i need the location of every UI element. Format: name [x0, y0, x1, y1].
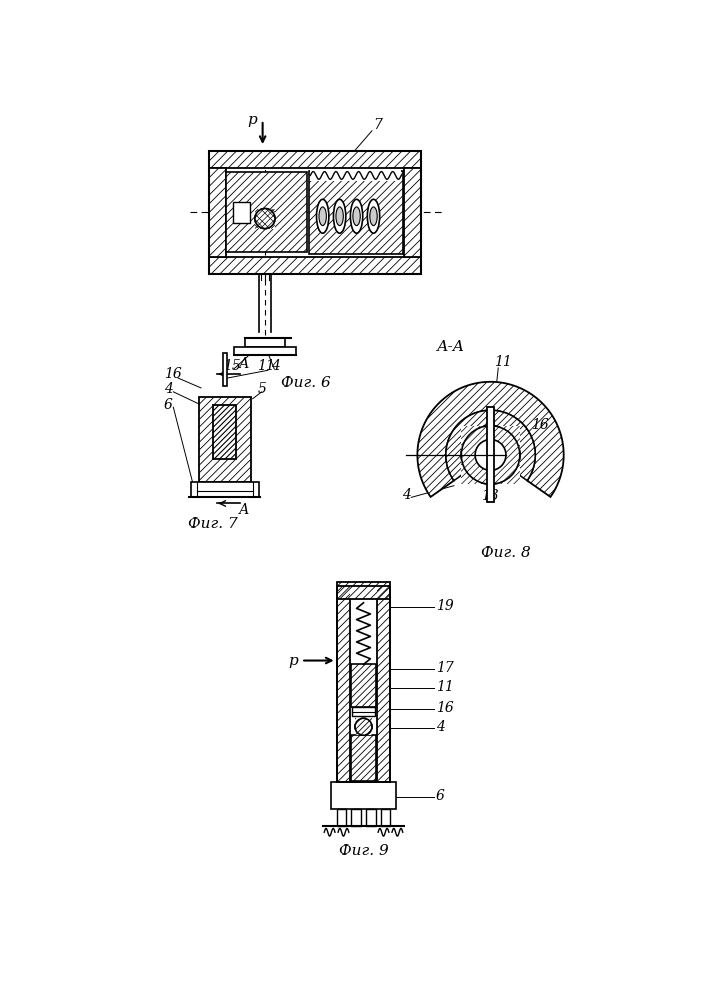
- Bar: [209, 151, 421, 274]
- Text: 16: 16: [436, 701, 454, 715]
- Bar: [245, 338, 285, 347]
- Circle shape: [255, 209, 275, 229]
- Bar: [366, 809, 375, 826]
- Bar: [310, 170, 402, 181]
- Polygon shape: [446, 410, 535, 481]
- Ellipse shape: [370, 207, 378, 226]
- Polygon shape: [209, 168, 226, 257]
- Polygon shape: [209, 151, 421, 168]
- Text: 11: 11: [494, 355, 512, 369]
- Text: Фиг. 6: Фиг. 6: [281, 376, 331, 390]
- Circle shape: [475, 440, 506, 470]
- Text: 16: 16: [531, 418, 549, 432]
- Polygon shape: [209, 257, 421, 274]
- Text: 4: 4: [271, 359, 280, 373]
- Text: 11: 11: [436, 680, 454, 694]
- Text: 5: 5: [257, 382, 266, 396]
- Ellipse shape: [353, 207, 361, 226]
- Polygon shape: [404, 168, 421, 257]
- Text: А: А: [239, 503, 250, 517]
- Polygon shape: [355, 718, 372, 735]
- Ellipse shape: [368, 199, 380, 233]
- Bar: [337, 809, 346, 826]
- Text: р: р: [288, 654, 298, 668]
- Ellipse shape: [319, 207, 327, 226]
- Polygon shape: [309, 171, 403, 254]
- Bar: [351, 809, 361, 826]
- Bar: [223, 353, 227, 386]
- Polygon shape: [214, 405, 236, 459]
- Text: 11: 11: [257, 359, 275, 373]
- Polygon shape: [461, 426, 520, 484]
- Text: 7: 7: [373, 118, 382, 132]
- Polygon shape: [377, 586, 390, 782]
- Bar: [233, 202, 250, 223]
- Text: Фиг. 9: Фиг. 9: [339, 844, 388, 858]
- Bar: [487, 407, 493, 502]
- Polygon shape: [255, 209, 275, 229]
- Text: Фиг. 8: Фиг. 8: [481, 546, 531, 560]
- Polygon shape: [337, 586, 351, 782]
- Text: 19: 19: [436, 599, 454, 613]
- Ellipse shape: [334, 199, 346, 233]
- Text: 17: 17: [436, 661, 454, 675]
- Bar: [234, 347, 296, 355]
- Circle shape: [461, 426, 520, 484]
- Polygon shape: [226, 172, 308, 252]
- Bar: [226, 168, 404, 257]
- Text: 6: 6: [436, 789, 445, 803]
- Bar: [191, 482, 259, 497]
- Polygon shape: [351, 664, 376, 707]
- Text: 4: 4: [402, 488, 411, 502]
- Polygon shape: [351, 735, 376, 781]
- Polygon shape: [417, 382, 563, 497]
- Ellipse shape: [317, 199, 329, 233]
- Polygon shape: [337, 582, 390, 599]
- Text: Фиг. 7: Фиг. 7: [189, 517, 238, 531]
- Text: р: р: [247, 113, 257, 127]
- Text: 6: 6: [164, 398, 173, 412]
- Bar: [381, 809, 390, 826]
- Bar: [352, 707, 375, 716]
- Text: 15: 15: [223, 359, 240, 373]
- Text: 16: 16: [164, 367, 182, 381]
- Ellipse shape: [351, 199, 363, 233]
- Polygon shape: [199, 397, 251, 482]
- Text: 13: 13: [481, 489, 499, 503]
- Circle shape: [355, 718, 372, 735]
- Text: А: А: [239, 357, 250, 371]
- Text: 4: 4: [436, 720, 445, 734]
- Text: А-А: А-А: [437, 340, 464, 354]
- Bar: [331, 782, 396, 809]
- Bar: [351, 599, 377, 782]
- Ellipse shape: [336, 207, 344, 226]
- Text: 4: 4: [164, 382, 173, 396]
